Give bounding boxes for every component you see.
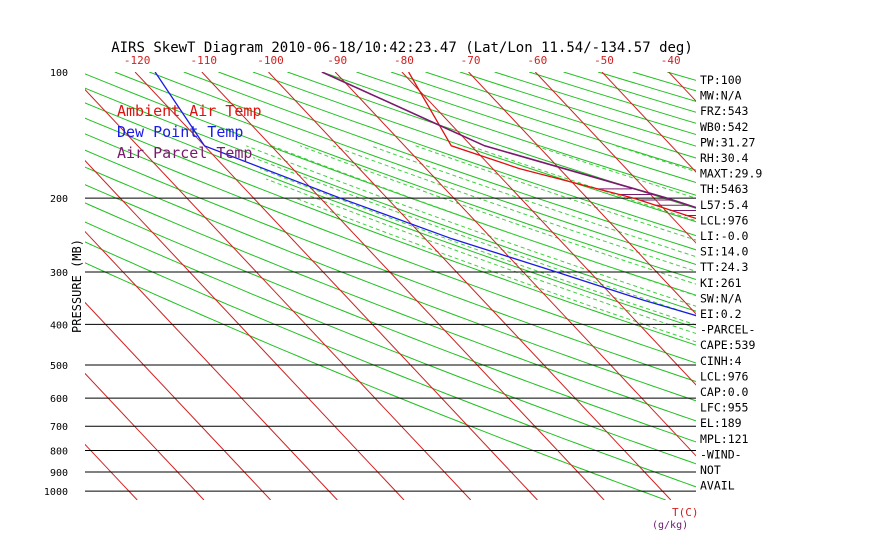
index-label: TP:100 [700,73,742,87]
isotherm-line [85,88,472,500]
pressure-tick-label: 700 [50,422,68,433]
top-temp-tick-label: -90 [327,54,347,67]
series-line-2 [154,72,696,317]
dry-adiabat-line [85,221,696,465]
index-label: EI:0.2 [700,307,742,321]
dry-adiabat-line [85,117,696,346]
dry-adiabat-line [114,72,696,281]
index-label: L57:5.4 [700,198,749,212]
cape-hatching [596,188,696,217]
dry-adiabat-line [85,202,696,443]
index-label: MPL:121 [700,432,749,446]
pressure-tick-label: 200 [50,194,68,205]
legend-entry: Dew Point Temp [117,123,243,141]
isotherms [85,72,696,500]
top-temp-tick-label: -100 [257,54,284,67]
dry-adiabat-line [85,87,696,312]
index-label: MAXT:29.9 [700,167,762,181]
index-label: SW:N/A [700,291,742,305]
index-label: LCL:976 [700,213,749,227]
dry-adiabat-line [85,149,696,383]
dry-adiabat-line [85,166,696,402]
dry-adiabat-line [85,133,696,364]
index-label: -WIND- [700,447,742,461]
dry-adiabats [85,72,696,500]
mixing-ratio-unit-label: (g/kg) [652,520,688,531]
axis-labels: 100 200 300 400 500 600 700 800 900 1000 -120 -110 -… [44,54,699,531]
index-label: LFC:955 [700,401,748,415]
index-label: KI:261 [700,276,742,290]
index-label: SI:14.0 [700,245,749,259]
index-label: CAPE:539 [700,338,755,352]
top-temp-tick-label: -120 [124,54,151,67]
temp-unit-label: T(C) [672,506,699,519]
dry-adiabat-line [149,72,696,265]
isotherm-line [85,372,205,500]
index-label: LI:-0.0 [700,229,749,243]
isotherm-line [268,72,672,500]
index-label: TT:24.3 [700,260,749,274]
top-temp-tick-label: -70 [461,54,481,67]
isotherm-line [85,159,405,500]
isotherm-line [201,72,605,500]
index-label: NOT [700,463,721,477]
isotherm-line [601,72,696,173]
pressure-tick-label: 300 [50,268,68,279]
dry-adiabat-line [85,241,696,488]
index-label: -PARCEL- [700,323,755,337]
moist-adiabat-line [295,197,696,343]
isotherm-line [534,72,696,244]
dry-adiabat-line [183,72,696,251]
legend: Ambient Air Temp Dew Point Temp Air Parcel… [117,102,262,162]
legend-entry: Air Parcel Temp [117,144,252,162]
isotherm-line [468,72,696,315]
pressure-tick-label: 1000 [44,487,68,498]
dry-adiabat-line [85,184,696,422]
index-label: LCL:976 [700,369,749,383]
pressure-tick-label: 100 [50,68,68,79]
isotherm-line [85,230,338,500]
pressure-tick-label: 600 [50,394,68,405]
index-label: RH:30.4 [700,151,749,165]
index-label: PW:31.27 [700,135,755,149]
dry-adiabat-line [85,102,696,329]
index-label: CAP:0.0 [700,385,749,399]
index-label: TH:5463 [700,182,749,196]
pressure-tick-label: 900 [50,468,68,479]
index-label: AVAIL [700,479,735,493]
index-label: FRZ:543 [700,104,749,118]
legend-entry: Ambient Air Temp [117,102,262,120]
top-temp-tick-label: -80 [394,54,414,67]
isotherm-line [334,72,696,457]
top-temp-tick-label: -60 [527,54,547,67]
index-label: MW:N/A [700,89,742,103]
y-axis-label: PRESSURE (MB) [70,239,84,333]
index-label: WB0:542 [700,120,748,134]
top-temp-tick-label: -50 [594,54,614,67]
index-label: EL:189 [700,416,742,430]
isotherm-line [401,72,696,386]
index-label: CINH:4 [700,354,742,368]
moist-adiabat-line [259,168,696,326]
dry-adiabat-line [85,262,666,500]
series-line-1 [408,72,696,220]
top-temp-tick-label: -40 [661,54,681,67]
pressure-tick-label: 800 [50,447,68,458]
profile-series [154,72,696,317]
isotherm-line [85,301,271,500]
chart-title: AIRS SkewT Diagram 2010-06-18/10:42:23.4… [111,40,693,56]
pressure-tick-label: 400 [50,320,68,331]
isobars [85,197,696,492]
top-temp-tick-label: -110 [191,54,218,67]
pressure-tick-label: 500 [50,361,68,372]
